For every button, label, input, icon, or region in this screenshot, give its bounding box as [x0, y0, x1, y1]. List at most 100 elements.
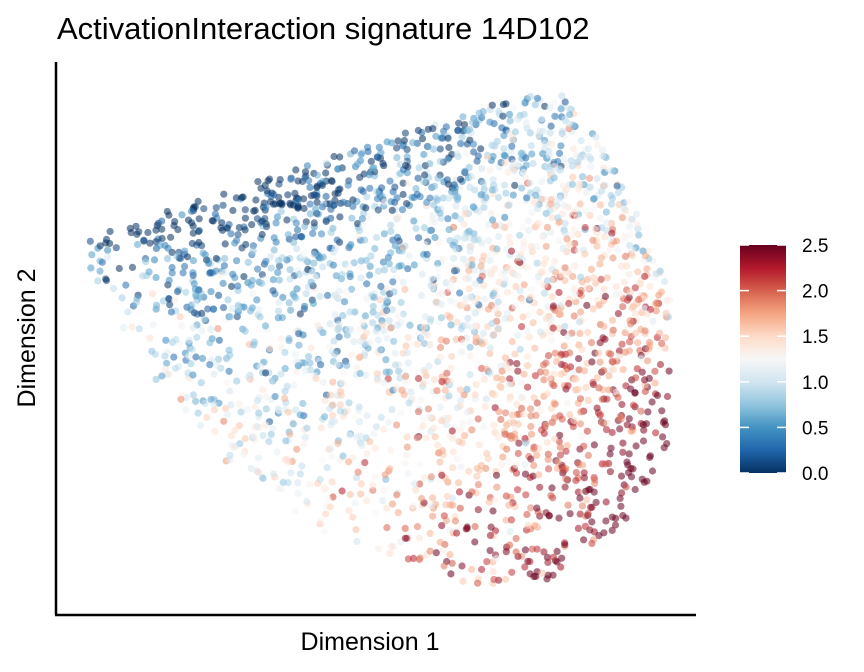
scatter-point — [619, 366, 627, 374]
scatter-point — [544, 465, 553, 473]
scatter-point — [409, 139, 417, 147]
scatter-point — [584, 284, 592, 292]
scatter-point — [331, 417, 339, 426]
scatter-point — [434, 259, 442, 268]
scatter-point — [281, 348, 289, 357]
scatter-point — [274, 307, 283, 315]
scatter-point — [468, 256, 476, 264]
scatter-point — [296, 470, 304, 478]
scatter-point — [452, 335, 460, 343]
scatter-point — [518, 323, 526, 331]
scatter-point — [513, 360, 521, 368]
scatter-point — [464, 314, 472, 322]
scatter-point — [460, 234, 469, 242]
scatter-point — [350, 259, 358, 267]
scatter-point — [539, 150, 547, 158]
scatter-point — [211, 210, 219, 218]
scatter-point — [421, 368, 429, 376]
scatter-point — [561, 219, 569, 227]
scatter-point — [489, 216, 497, 224]
scatter-point — [501, 275, 510, 283]
scatter-point — [351, 499, 359, 507]
scatter-point — [551, 257, 559, 265]
scatter-point — [270, 246, 278, 254]
scatter-point — [398, 386, 406, 394]
scatter-point — [600, 285, 608, 293]
scatter-point — [523, 352, 532, 361]
scatter-point — [241, 226, 249, 234]
scatter-point — [429, 512, 437, 520]
scatter-point — [446, 284, 454, 293]
scatter-point — [583, 496, 591, 504]
scatter-point — [531, 199, 539, 207]
scatter-point — [213, 361, 221, 370]
scatter-point — [286, 430, 294, 439]
scatter-point — [364, 148, 372, 156]
scatter-point — [533, 259, 541, 267]
scatter-point — [438, 522, 446, 530]
scatter-point — [171, 364, 180, 372]
scatter-point — [86, 237, 94, 245]
colorbar-tick-label: 0.5 — [802, 418, 828, 439]
scatter-point — [520, 110, 528, 118]
scatter-point — [528, 248, 536, 256]
scatter-point — [572, 476, 580, 485]
scatter-point — [553, 547, 561, 556]
scatter-point — [574, 230, 582, 238]
scatter-point — [639, 437, 648, 445]
scatter-point — [118, 294, 126, 302]
scatter-point — [192, 353, 200, 361]
scatter-point — [415, 164, 423, 172]
scatter-point — [544, 352, 553, 360]
scatter-point — [622, 262, 631, 270]
scatter-point — [522, 161, 531, 169]
scatter-point — [366, 271, 374, 279]
scatter-point — [543, 223, 552, 231]
scatter-point — [433, 273, 442, 281]
scatter-point — [633, 365, 641, 373]
scatter-point — [244, 258, 252, 266]
scatter-point — [226, 387, 234, 395]
scatter-point — [602, 517, 610, 525]
scatter-point — [438, 471, 446, 479]
scatter-point — [527, 430, 536, 438]
scatter-point — [478, 565, 486, 574]
scatter-point — [389, 236, 397, 244]
scatter-point — [584, 451, 593, 459]
scatter-point — [582, 487, 590, 495]
scatter-point — [235, 400, 243, 408]
scatter-point — [611, 521, 620, 529]
scatter-point — [313, 171, 321, 179]
scatter-point — [465, 267, 473, 275]
scatter-point — [190, 280, 198, 288]
scatter-point — [463, 408, 471, 416]
scatter-point — [250, 207, 258, 215]
scatter-point — [109, 285, 118, 293]
scatter-point — [171, 218, 179, 226]
scatter-point — [566, 510, 574, 518]
scatter-point — [593, 404, 601, 412]
scatter-point — [286, 275, 294, 283]
scatter-point — [350, 413, 358, 421]
scatter-point — [456, 426, 465, 434]
scatter-point — [622, 514, 630, 522]
scatter-point — [534, 273, 543, 281]
scatter-point — [430, 424, 438, 432]
scatter-point — [438, 378, 446, 386]
scatter-point — [307, 278, 315, 286]
scatter-point — [511, 302, 519, 310]
scatter-point — [152, 375, 160, 383]
scatter-point — [592, 133, 600, 141]
scatter-point — [362, 204, 370, 212]
scatter-point — [266, 345, 274, 353]
scatter-point — [156, 241, 164, 249]
scatter-point — [560, 201, 568, 210]
scatter-point — [439, 546, 447, 554]
scatter-point — [292, 219, 300, 227]
scatter-point — [226, 313, 234, 321]
scatter-point — [327, 214, 335, 222]
scatter-point — [422, 434, 430, 442]
scatter-point — [269, 424, 277, 433]
scatter-point — [502, 492, 510, 500]
scatter-point — [474, 579, 482, 587]
